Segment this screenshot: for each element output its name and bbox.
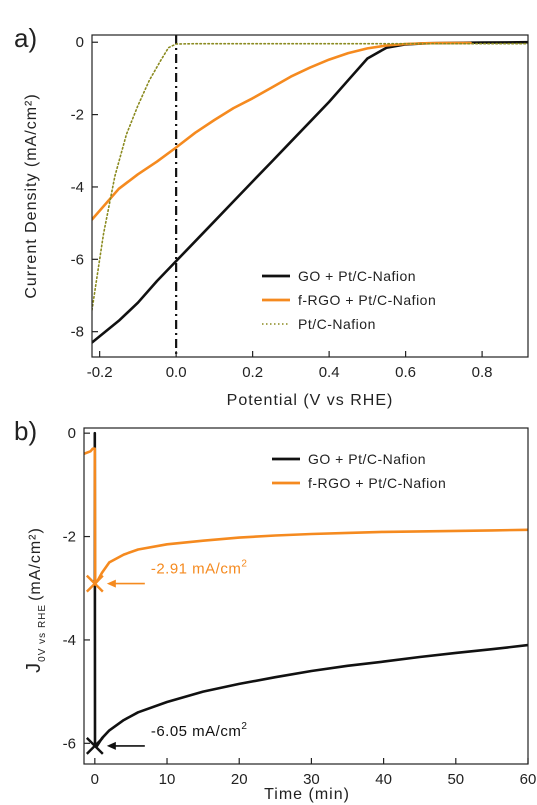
b-series-1-line <box>84 447 528 585</box>
b-arrowhead-0 <box>106 579 116 588</box>
panel-a-y-label: Current Density (mA/cm²) <box>23 93 40 298</box>
a-y-tick-label: -4 <box>71 179 84 196</box>
svg-text:J0V vs RHE(mA/cm²): J0V vs RHE (mA/cm²) <box>23 527 48 673</box>
a-legend-label-1: f-RGO + Pt/C-Nafion <box>298 292 436 308</box>
panel-b-frame <box>83 427 529 765</box>
panel-a-legend: GO + Pt/C-Nafion f-RGO + Pt/C-Nafion Pt/C-… <box>262 268 436 332</box>
panel-b-legend: GO + Pt/C-Nafion f-RGO + Pt/C-Nafion <box>272 451 446 491</box>
b-annotation-label-1: -6.05 mA/cm2 <box>151 721 248 740</box>
b-x-tick-label: 40 <box>375 771 392 788</box>
a-x-tick-label: -0.2 <box>87 364 113 381</box>
b-legend-label-1: f-RGO + Pt/C-Nafion <box>308 475 446 491</box>
a-y-tick-label: -6 <box>71 251 84 268</box>
panel-b-x-label: Time (min) <box>264 786 350 803</box>
a-x-tick-label: 0.6 <box>395 364 416 381</box>
a-x-tick-label: 0.4 <box>319 364 340 381</box>
panel-b: b) 0 10 20 30 40 50 60 0 -2 -4 -6 Time (min) J0V … <box>14 416 536 803</box>
b-marker-1 <box>85 737 104 755</box>
b-x-tick-label: 30 <box>303 771 320 788</box>
a-series-1-line <box>92 41 472 221</box>
panel-a-plot-area <box>92 35 528 357</box>
b-y-tick-label: -2 <box>63 529 76 546</box>
a-legend-label-0: GO + Pt/C-Nafion <box>298 268 416 284</box>
b-x-tick-label: 60 <box>520 771 537 788</box>
panel-b-y-label-sub: 0V vs RHE <box>37 604 48 662</box>
panel-a-label: a) <box>14 23 37 53</box>
panel-b-y-label-rest: (mA/cm²) <box>27 527 44 601</box>
a-y-tick-label: 0 <box>76 34 84 51</box>
panel-b-y-ticks: 0 -2 -4 -6 <box>63 425 90 752</box>
panel-b-label: b) <box>14 416 37 446</box>
a-y-tick-label: -2 <box>71 107 84 124</box>
a-legend-label-2: Pt/C-Nafion <box>298 316 376 332</box>
panel-a-x-ticks: -0.2 0.0 0.2 0.4 0.6 0.8 <box>87 351 493 381</box>
a-x-tick-label: 0.8 <box>472 364 493 381</box>
b-x-tick-label: 50 <box>447 771 464 788</box>
b-x-tick-label: 20 <box>231 771 248 788</box>
a-x-tick-label: 0.0 <box>166 364 187 381</box>
b-annotation-label-0: -2.91 mA/cm2 <box>151 559 248 578</box>
b-x-tick-label: 10 <box>159 771 176 788</box>
a-x-tick-label: 0.2 <box>242 364 263 381</box>
panel-b-x-ticks: 0 10 20 30 40 50 60 <box>91 758 537 788</box>
panel-a-x-label: Potential (V vs RHE) <box>227 392 394 409</box>
b-marker-0 <box>85 574 104 593</box>
b-y-tick-label: -4 <box>63 632 76 649</box>
b-legend-label-0: GO + Pt/C-Nafion <box>308 451 426 467</box>
panel-b-y-label-main: J <box>23 662 45 673</box>
a-series-2-line <box>92 42 528 311</box>
b-arrowhead-1 <box>106 741 116 750</box>
b-x-tick-label: 0 <box>91 771 99 788</box>
a-y-tick-label: -8 <box>71 324 84 341</box>
panel-a-frame <box>91 34 529 358</box>
b-y-tick-label: -6 <box>63 735 76 752</box>
panel-b-plot-area <box>84 431 528 748</box>
panel-b-y-label: J0V vs RHE (mA/cm²) <box>23 527 48 673</box>
panel-a: a) -0.2 0.0 0.2 0.4 0.6 0.8 0 -2 -4 -6 -8 Potenti… <box>14 23 529 409</box>
b-y-tick-label: 0 <box>68 425 76 442</box>
panel-a-y-ticks: 0 -2 -4 -6 -8 <box>71 34 98 341</box>
panel-b-annotations: -2.91 mA/cm2 -6.05 mA/cm2 <box>85 559 248 755</box>
